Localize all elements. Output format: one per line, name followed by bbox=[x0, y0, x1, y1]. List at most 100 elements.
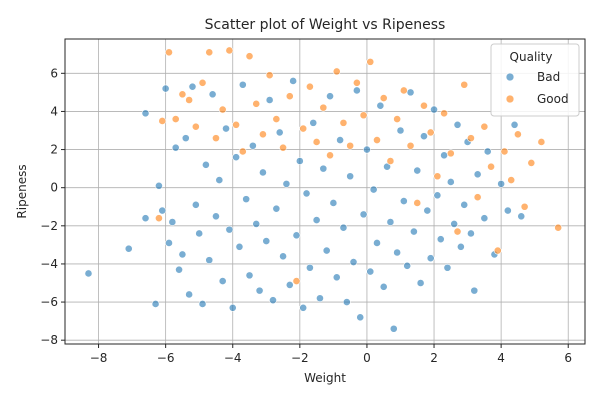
point-bad bbox=[460, 200, 469, 209]
point-good bbox=[500, 147, 509, 156]
plot-frame bbox=[64, 38, 586, 345]
y-axis-title: Ripeness bbox=[15, 164, 29, 218]
point-good bbox=[413, 199, 422, 207]
point-good bbox=[225, 46, 234, 55]
point-bad bbox=[416, 279, 425, 287]
point-good bbox=[158, 117, 167, 125]
point-good bbox=[265, 71, 274, 80]
point-good bbox=[252, 99, 261, 108]
point-good bbox=[205, 48, 214, 57]
y-tick-label: 6 bbox=[50, 66, 58, 80]
point-bad bbox=[185, 290, 194, 299]
point-good bbox=[178, 90, 187, 99]
point-bad bbox=[212, 212, 220, 221]
point-bad bbox=[248, 141, 257, 150]
legend-marker-good bbox=[505, 94, 515, 104]
point-bad bbox=[228, 303, 237, 312]
point-bad bbox=[262, 237, 271, 245]
point-good bbox=[453, 227, 462, 236]
point-bad bbox=[453, 120, 462, 129]
point-bad bbox=[299, 303, 308, 312]
point-bad bbox=[346, 172, 355, 181]
point-bad bbox=[289, 77, 298, 85]
point-bad bbox=[141, 109, 150, 118]
point-good bbox=[319, 103, 328, 112]
point-good bbox=[440, 109, 448, 118]
point-bad bbox=[446, 178, 455, 186]
point-good bbox=[306, 82, 314, 91]
point-good bbox=[326, 151, 334, 160]
point-good bbox=[171, 115, 180, 123]
point-bad bbox=[366, 267, 375, 276]
point-bad bbox=[165, 239, 173, 247]
point-bad bbox=[205, 256, 214, 265]
legend-label-good: Good bbox=[537, 92, 569, 106]
x-tick-label: −2 bbox=[291, 351, 309, 365]
point-bad bbox=[155, 181, 163, 190]
point-bad bbox=[406, 88, 415, 97]
point-bad bbox=[235, 242, 244, 251]
point-good bbox=[359, 111, 368, 120]
point-bad bbox=[379, 282, 388, 291]
point-bad bbox=[389, 324, 398, 333]
point-good bbox=[245, 52, 254, 61]
point-bad bbox=[470, 286, 479, 295]
point-bad bbox=[215, 176, 224, 184]
point-bad bbox=[319, 164, 328, 173]
point-good bbox=[366, 57, 375, 66]
point-good bbox=[393, 115, 402, 123]
point-bad bbox=[279, 252, 287, 261]
point-bad bbox=[342, 298, 351, 306]
point-bad bbox=[84, 269, 93, 278]
point-good bbox=[433, 172, 442, 181]
x-tick-label: 2 bbox=[430, 351, 438, 365]
point-good bbox=[406, 141, 415, 150]
x-tick-label: 4 bbox=[497, 351, 505, 365]
point-bad bbox=[363, 145, 371, 154]
point-bad bbox=[373, 239, 381, 247]
point-good bbox=[420, 101, 428, 110]
point-bad bbox=[242, 195, 251, 204]
point-bad bbox=[195, 229, 204, 238]
point-bad bbox=[306, 263, 314, 272]
point-bad bbox=[456, 242, 465, 251]
point-bad bbox=[312, 216, 321, 224]
point-good bbox=[487, 162, 495, 171]
point-bad bbox=[238, 80, 247, 89]
point-bad bbox=[161, 84, 170, 93]
point-good bbox=[332, 67, 341, 76]
point-bad bbox=[403, 261, 412, 270]
point-bad bbox=[322, 246, 331, 255]
x-tick-label: −4 bbox=[224, 351, 242, 365]
point-good bbox=[165, 48, 173, 57]
point-bad bbox=[359, 210, 368, 219]
point-bad bbox=[450, 220, 459, 228]
point-good bbox=[386, 157, 395, 165]
point-bad bbox=[232, 153, 240, 162]
point-bad bbox=[225, 225, 234, 234]
point-bad bbox=[332, 273, 341, 282]
point-good bbox=[373, 136, 381, 144]
point-bad bbox=[141, 214, 150, 223]
point-bad bbox=[473, 170, 482, 179]
point-bad bbox=[208, 90, 217, 99]
point-good bbox=[185, 96, 194, 104]
point-bad bbox=[302, 189, 311, 198]
point-bad bbox=[295, 157, 304, 165]
point-good bbox=[272, 115, 281, 123]
point-bad bbox=[352, 86, 361, 95]
point-good bbox=[299, 124, 308, 133]
y-tick-label: 4 bbox=[50, 104, 58, 118]
point-bad bbox=[259, 168, 267, 177]
point-good bbox=[238, 147, 247, 156]
point-good bbox=[467, 134, 475, 143]
y-tick-label: 2 bbox=[50, 143, 58, 157]
point-good bbox=[426, 128, 435, 137]
point-good bbox=[514, 130, 522, 139]
point-bad bbox=[181, 134, 190, 143]
point-bad bbox=[252, 220, 261, 228]
point-bad bbox=[369, 185, 378, 194]
point-bad bbox=[188, 82, 197, 91]
